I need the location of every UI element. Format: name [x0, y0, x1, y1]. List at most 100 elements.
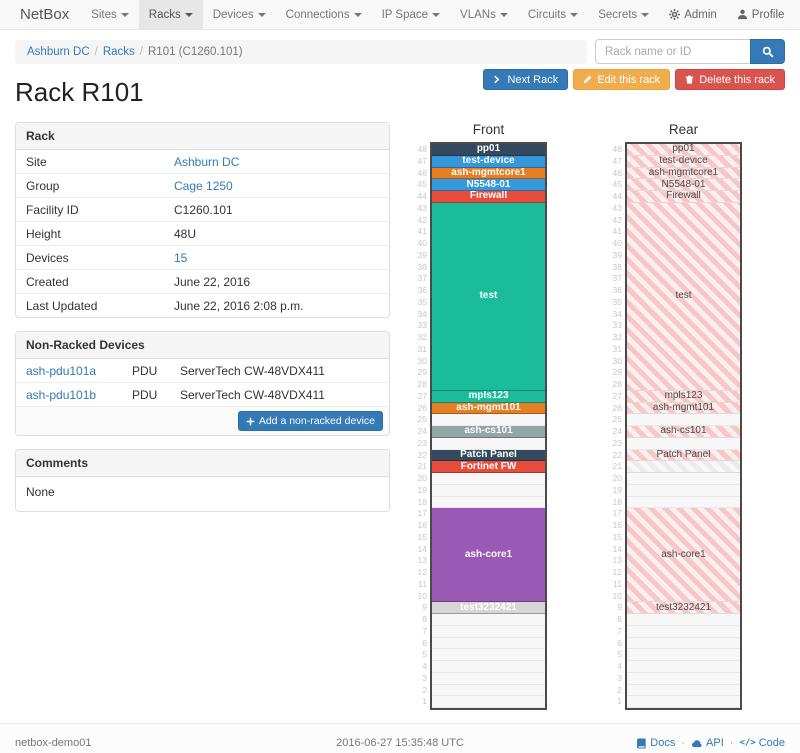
nav-item-racks[interactable]: Racks	[138, 0, 203, 29]
rack-unit-device-ash-mgmtcore1[interactable]: ash-mgmtcore1	[432, 167, 545, 180]
rack-unit-device-ash-cs101[interactable]: ash-cs101	[627, 426, 740, 438]
footer-hostname: netbox-demo01	[15, 737, 92, 749]
search-icon	[762, 46, 773, 57]
rack-attribute-row: Group Cage 1250	[16, 174, 389, 198]
delete-this-rack-button[interactable]: Delete this rack	[675, 69, 785, 90]
attribute-value: 48U	[164, 222, 206, 245]
footer: netbox-demo01 2016-06-27 15:35:48 UTC Do…	[0, 723, 800, 753]
unit-number: 40	[417, 238, 427, 248]
rack-unit-device-pp01[interactable]: pp01	[432, 144, 545, 156]
rack-unit-device-n5548-01[interactable]: N5548-01	[627, 179, 740, 191]
nav-item-sites[interactable]: Sites	[81, 0, 139, 29]
rack-unit-device-test[interactable]: test	[627, 202, 740, 391]
breadcrumb-link[interactable]: Racks	[102, 45, 135, 58]
unit-number: 8	[617, 614, 622, 624]
unit-number: 2	[617, 684, 622, 695]
breadcrumb-link[interactable]: Ashburn DC	[27, 45, 90, 58]
unit-number: 48	[417, 144, 427, 154]
non-racked-device-row: ash-pdu101b PDU ServerTech CW-48VDX411	[16, 383, 389, 407]
front-rack-elevation: pp01 test-device ash-mgmtcore1 N5548-01 Fire…	[430, 142, 547, 710]
unit-number: 36	[612, 285, 622, 295]
unit-number: 38	[417, 261, 427, 272]
unit-number: 30	[417, 355, 427, 366]
attribute-value-text: 48U	[174, 226, 197, 241]
rack-device-label: N5548-01	[466, 179, 511, 190]
rack-unit-empty	[627, 473, 740, 485]
unit-number: 26	[612, 402, 622, 413]
unit-number: 37	[612, 273, 622, 284]
rack-unit-device-fortinet-fw[interactable]: Fortinet FW	[432, 461, 545, 473]
rack-unit-device-ash-mgmtcore1[interactable]: ash-mgmtcore1	[627, 167, 740, 180]
footer-link-api[interactable]: API	[691, 737, 724, 749]
device-type: PDU	[132, 387, 158, 402]
attribute-value-link[interactable]: Ashburn DC	[174, 154, 240, 169]
rear-unit-numbers: 48 47 46 45 44 43 42 41 40 39 38 37 36 35 34 33 32 31 30 29…	[611, 142, 625, 710]
footer-link-code[interactable]: </> Code	[739, 737, 785, 749]
nav-item-admin[interactable]: Admin	[659, 0, 727, 29]
add-non-racked-device-button[interactable]: Add a non-racked device	[237, 411, 383, 431]
rack-unit-device-firewall[interactable]: Firewall	[627, 191, 740, 203]
rack-unit-empty	[432, 637, 545, 650]
rack-unit-device-ash-mgmt101[interactable]: ash-mgmt101	[432, 402, 545, 415]
page-header: Next Rack Edit this rack Delete this rack …	[15, 64, 785, 122]
footer-timestamp: 2016-06-27 15:35:48 UTC	[336, 737, 464, 749]
rack-unit-device-ash-mgmt101[interactable]: ash-mgmt101	[627, 402, 740, 415]
rack-unit-device-pp01[interactable]: pp01	[627, 144, 740, 156]
nav-item-vlans[interactable]: VLANs	[450, 0, 518, 29]
rack-unit-device-ash-core1[interactable]: ash-core1	[627, 508, 740, 603]
rack-unit-device-firewall[interactable]: Firewall	[432, 191, 545, 203]
nav-item-profile[interactable]: Profile	[727, 0, 795, 29]
unit-number: 19	[612, 484, 622, 495]
unit-number: 12	[417, 567, 427, 577]
unit-number: 7	[422, 625, 427, 636]
rack-info-column: Rack Site Ashburn DC Group Cage 1250 Facilit…	[15, 122, 390, 525]
edit-this-rack-label: Edit this rack	[597, 73, 661, 86]
rack-unit-device-test3232421[interactable]: test3232421	[627, 602, 740, 614]
nav-item-connections[interactable]: Connections	[276, 0, 372, 29]
unit-number: 36	[417, 285, 427, 295]
rack-unit-empty	[627, 672, 740, 685]
unit-number: 28	[612, 379, 622, 389]
rack-unit-device-ash-core1[interactable]: ash-core1	[432, 508, 545, 603]
unit-number: 16	[417, 520, 427, 530]
rack-unit-device-test3232421[interactable]: test3232421	[432, 602, 545, 614]
rack-unit-device-patch-panel[interactable]: Patch Panel	[432, 449, 545, 462]
rack-device-label: test	[479, 290, 498, 302]
rack-unit-device-test-device[interactable]: test-device	[432, 155, 545, 168]
rack-unit-device-test-device[interactable]: test-device	[627, 155, 740, 168]
search-button[interactable]	[750, 39, 785, 64]
unit-number: 44	[417, 191, 427, 201]
rack-unit-device-n5548-01[interactable]: N5548-01	[432, 179, 545, 191]
rack-unit-device-mpls123[interactable]: mpls123	[432, 390, 545, 403]
nav-item-ip-space[interactable]: IP Space	[372, 0, 450, 29]
breadcrumb-separator: /	[139, 45, 143, 58]
attribute-value-text: June 22, 2016	[174, 274, 251, 289]
code-icon: </>	[739, 738, 756, 748]
next-rack-button[interactable]: Next Rack	[483, 69, 569, 90]
rack-unit-empty	[432, 672, 545, 685]
rack-unit-device-test[interactable]: test	[432, 202, 545, 391]
nav-item-secrets[interactable]: Secrets	[588, 0, 659, 29]
rack-panel-title: Rack	[16, 123, 389, 150]
footer-link-separator: ·	[729, 737, 734, 749]
app-brand[interactable]: NetBox	[20, 6, 70, 23]
rack-device-label: ash-cs101	[660, 426, 707, 437]
footer-link-docs[interactable]: Docs	[636, 737, 675, 749]
rack-unit-device-mpls123[interactable]: mpls123	[627, 390, 740, 403]
attribute-value-link[interactable]: Cage 1250	[174, 178, 233, 193]
search-input[interactable]	[595, 39, 750, 64]
edit-this-rack-button[interactable]: Edit this rack	[573, 69, 671, 90]
rack-unit-device-patch-panel[interactable]: Patch Panel	[627, 449, 740, 462]
device-name-link[interactable]: ash-pdu101a	[26, 363, 97, 378]
rack-unit-device-ash-cs101[interactable]: ash-cs101	[432, 426, 545, 438]
device-name-link[interactable]: ash-pdu101b	[26, 387, 97, 402]
rack-unit-empty	[627, 661, 740, 673]
rack-device-label: test3232421	[460, 602, 517, 613]
rack-attribute-row: Devices 15	[16, 246, 389, 270]
nav-item-circuits[interactable]: Circuits	[518, 0, 588, 29]
nav-item-devices[interactable]: Devices	[203, 0, 276, 29]
attribute-value-link[interactable]: 15	[174, 250, 188, 265]
unit-number: 42	[612, 214, 622, 225]
rack-device-label: pp01	[672, 144, 695, 155]
nav-item-log-out[interactable]: Log out	[794, 0, 800, 29]
